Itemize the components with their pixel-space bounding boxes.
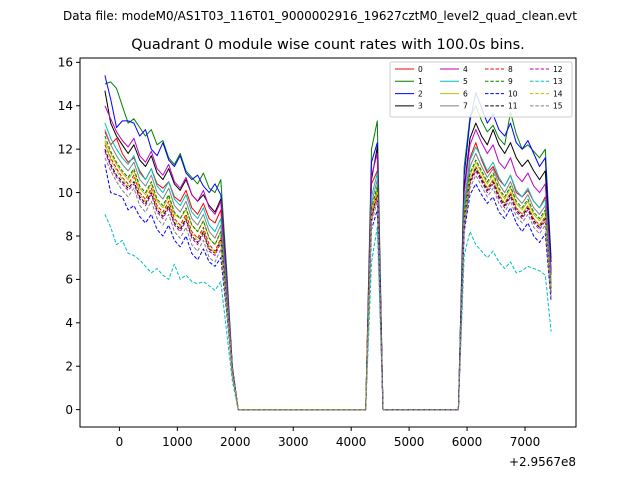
- chart-title: Quadrant 0 module wise count rates with …: [131, 37, 525, 53]
- series-line-14: [104, 142, 552, 411]
- y-tick-label: 10: [58, 186, 73, 200]
- legend-label-15: 15: [553, 102, 563, 111]
- legend-box: [389, 61, 573, 118]
- x-tick-label: 3000: [278, 435, 309, 449]
- legend-label-2: 2: [418, 89, 423, 98]
- legend-label-6: 6: [463, 89, 468, 98]
- legend-label-4: 4: [463, 65, 468, 74]
- legend-label-7: 7: [463, 102, 468, 111]
- plot-border: [79, 57, 577, 428]
- legend-label-1: 1: [418, 77, 423, 86]
- series-line-12: [104, 151, 552, 411]
- x-tick-label: 0: [116, 435, 124, 449]
- legend-label-13: 13: [553, 77, 563, 86]
- y-tick-label: 8: [65, 229, 73, 243]
- y-axis: 0 2 4 6 8 10 12 14 16: [58, 56, 80, 417]
- x-tick-label: 1000: [162, 435, 193, 449]
- legend-label-5: 5: [463, 77, 468, 86]
- y-tick-label: 12: [58, 142, 73, 156]
- series-line-13: [104, 214, 552, 411]
- plot-frame: [80, 58, 576, 427]
- legend-label-11: 11: [508, 102, 518, 111]
- y-tick-label: 14: [58, 99, 73, 113]
- y-tick-label: 6: [65, 273, 73, 287]
- x-tick-label: 4000: [336, 435, 367, 449]
- legend-label-12: 12: [553, 65, 563, 74]
- legend-label-0: 0: [418, 65, 423, 74]
- x-tick-label: 2000: [220, 435, 251, 449]
- legend-label-8: 8: [508, 65, 513, 74]
- legend-label-14: 14: [553, 89, 563, 98]
- x-tick-label: 6000: [452, 435, 483, 449]
- y-tick-label: 2: [65, 360, 73, 374]
- legend-label-3: 3: [418, 102, 423, 111]
- legend-label-9: 9: [508, 77, 513, 86]
- y-tick-label: 0: [65, 403, 73, 417]
- series-layer: [104, 75, 552, 411]
- x-axis: 0 1000 2000 3000 4000 5000 6000 7000: [116, 427, 541, 449]
- x-offset-label: +2.9567e8: [509, 455, 576, 469]
- y-tick-label: 16: [58, 56, 73, 70]
- legend-label-10: 10: [508, 89, 518, 98]
- x-tick-label: 5000: [394, 435, 425, 449]
- series-line-15: [104, 157, 552, 411]
- y-tick-label: 4: [65, 316, 73, 330]
- x-tick-label: 7000: [510, 435, 541, 449]
- figure-suptitle: Data file: modeM0/AS1T03_116T01_90000029…: [63, 9, 577, 23]
